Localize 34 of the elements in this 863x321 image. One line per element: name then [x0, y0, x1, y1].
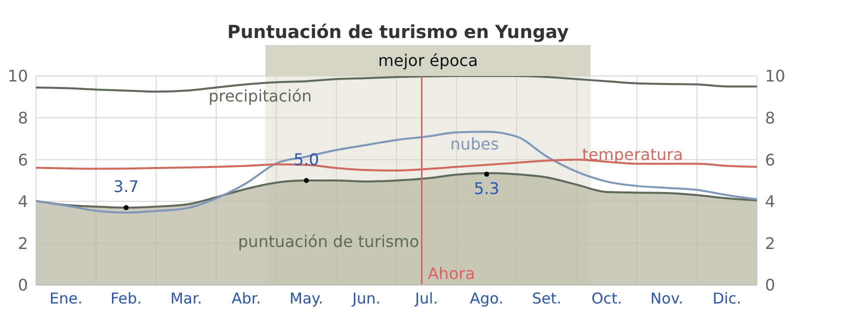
annotation: 3.7 — [113, 177, 139, 196]
x-tick-label: Oct. — [591, 290, 622, 308]
y-tick-label: 10 — [8, 66, 28, 86]
annotation: Ahora — [428, 264, 475, 283]
series-label: temperatura — [582, 145, 684, 164]
x-tick-label: Jul. — [414, 290, 438, 308]
chart-title: Puntuación de turismo en Yungay — [227, 22, 569, 43]
x-tick-label: May. — [290, 290, 324, 308]
y-tick-label: 0 — [18, 276, 28, 295]
x-tick-label: Ene. — [50, 290, 83, 308]
series-label: puntuación de turismo — [238, 232, 420, 251]
x-tick-label: Dic. — [712, 290, 742, 308]
x-tick-label: Ago. — [470, 290, 504, 308]
series-label: nubes — [450, 134, 499, 154]
y2-tick-label: 4 — [765, 192, 776, 212]
x-tick-label: Jun. — [351, 290, 381, 308]
x-tick-label: Nov. — [650, 290, 684, 308]
y2-tick-label: 6 — [765, 150, 776, 170]
y-tick-label: 2 — [18, 234, 28, 253]
series-label: precipitación — [208, 86, 312, 106]
y-tick-label: 8 — [18, 108, 28, 128]
line-series — [36, 130, 757, 214]
y-tick-label: 4 — [18, 192, 28, 212]
y-tick-label: 6 — [18, 150, 28, 170]
x-tick-label: Mar. — [170, 290, 202, 308]
text: mejor época — [378, 51, 478, 70]
annotation: 5.3 — [474, 179, 500, 198]
y2-tick-label: 8 — [765, 108, 776, 128]
y2-tick-label: 2 — [765, 234, 776, 253]
x-tick-label: Feb. — [110, 290, 142, 308]
x-tick-label: Abr. — [232, 290, 261, 308]
y2-tick-label: 10 — [765, 66, 786, 86]
x-tick-label: Set. — [532, 290, 562, 308]
y2-tick-label: 0 — [765, 276, 776, 295]
